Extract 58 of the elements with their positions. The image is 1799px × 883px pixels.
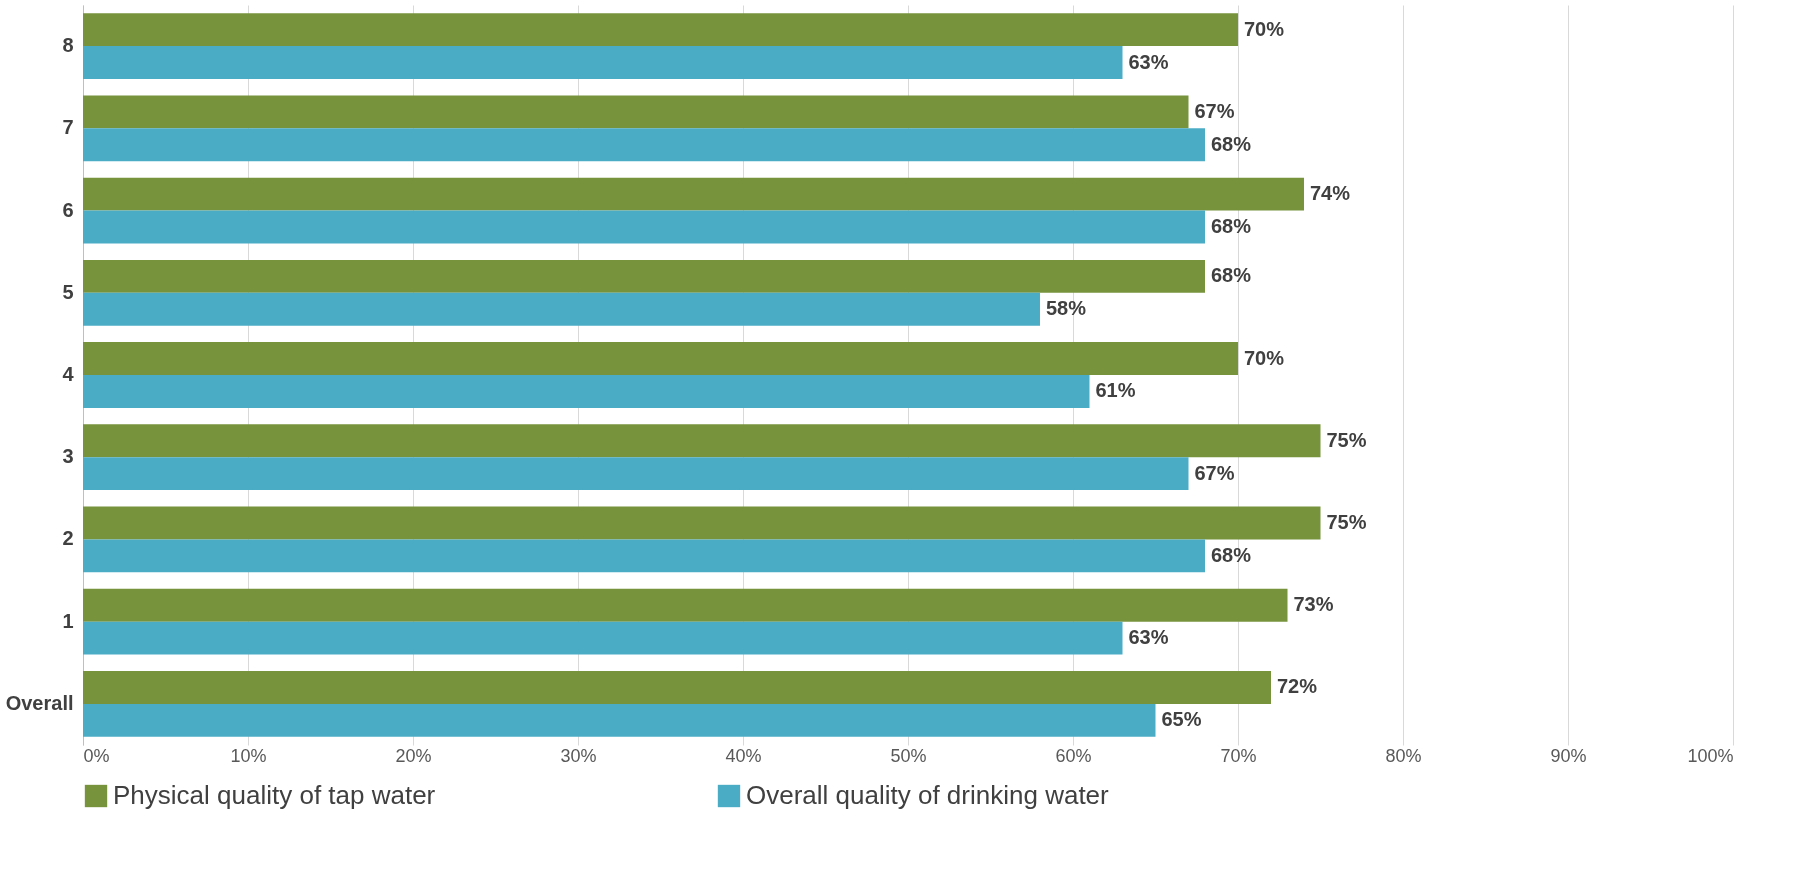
bar [83, 292, 1040, 326]
data-label: 75% [1326, 428, 1367, 451]
bar [83, 621, 1123, 655]
bar [83, 128, 1205, 162]
x-tick-label: 70% [1220, 745, 1257, 766]
data-label: 68% [1211, 132, 1252, 155]
bar [83, 210, 1205, 244]
bar [83, 95, 1189, 129]
x-tick-label: 100% [1687, 745, 1734, 766]
x-tick-label: 0% [83, 745, 110, 766]
y-tick-label: 8 [62, 34, 74, 57]
y-tick-label: 7 [62, 116, 74, 139]
y-tick-label: 4 [62, 363, 75, 385]
data-label: 63% [1128, 50, 1169, 73]
y-tick-label: 6 [62, 198, 74, 221]
x-tick-label: 80% [1385, 745, 1422, 766]
data-label: 68% [1211, 264, 1252, 287]
bar [83, 588, 1288, 622]
y-tick-label: 1 [62, 609, 74, 632]
legend-label: Overall quality of drinking water [746, 780, 1110, 810]
y-tick-label: 3 [62, 445, 74, 468]
bar [83, 424, 1321, 458]
x-tick-label: 40% [725, 745, 762, 766]
bar [83, 259, 1205, 293]
y-tick-label: 5 [62, 280, 74, 303]
y-tick-label: 2 [62, 527, 74, 550]
x-tick-label: 50% [890, 745, 927, 766]
data-label: 74% [1310, 182, 1351, 205]
bar [83, 46, 1123, 79]
bar [83, 457, 1189, 491]
x-tick-label: 20% [395, 745, 432, 766]
data-label: 72% [1277, 675, 1318, 698]
data-label: 58% [1046, 297, 1087, 320]
legend-label: Physical quality of tap water [113, 780, 436, 810]
bar [83, 671, 1271, 704]
x-tick-label: 30% [560, 745, 597, 766]
data-label: 65% [1161, 708, 1202, 731]
bar [83, 375, 1090, 408]
x-tick-label: 10% [230, 745, 267, 766]
data-label: 68% [1211, 543, 1252, 566]
x-tick-label: 90% [1550, 745, 1587, 766]
data-label: 67% [1194, 461, 1235, 484]
bar [83, 13, 1238, 47]
data-label: 70% [1244, 17, 1285, 40]
bar [83, 539, 1205, 573]
data-label: 68% [1211, 215, 1252, 237]
data-label: 70% [1244, 346, 1285, 369]
data-label: 67% [1194, 99, 1235, 122]
data-label: 61% [1095, 379, 1136, 402]
bar [83, 177, 1304, 211]
data-label: 73% [1293, 593, 1334, 616]
data-label: 75% [1326, 511, 1367, 533]
bar [83, 506, 1321, 540]
x-tick-label: 60% [1055, 745, 1092, 766]
bar [83, 703, 1156, 737]
y-tick-label: Overall [5, 691, 74, 714]
data-label: 63% [1128, 626, 1169, 649]
bar [83, 342, 1238, 375]
